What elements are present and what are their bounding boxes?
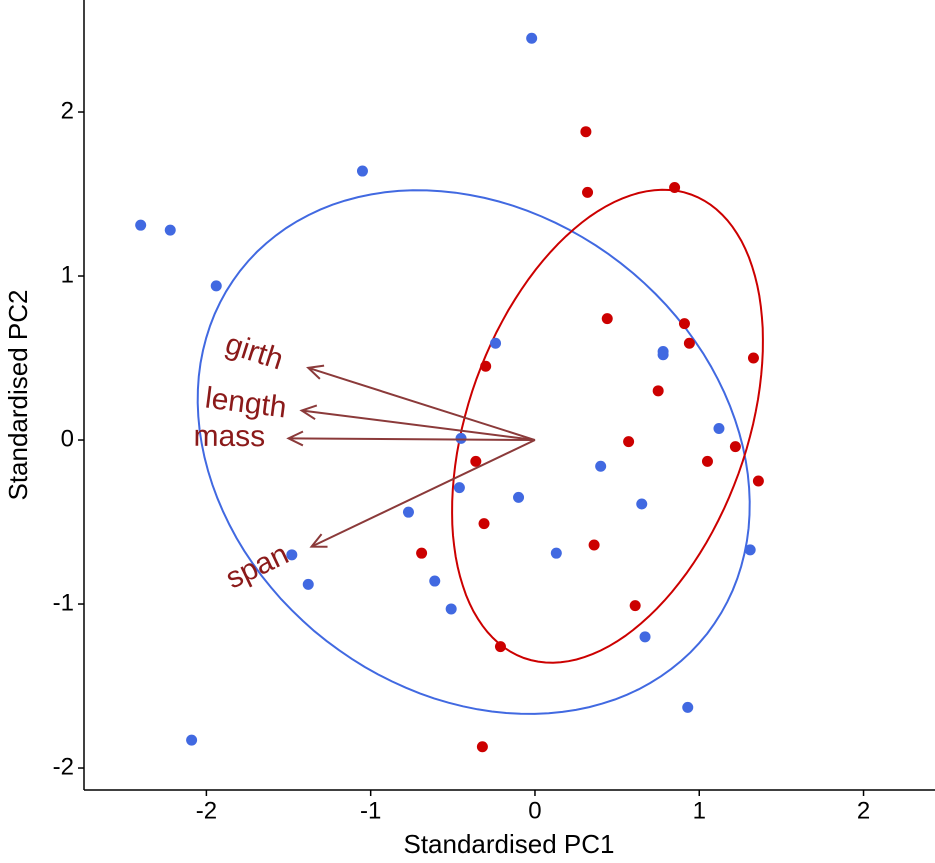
arrow-head	[309, 533, 328, 548]
x-tick-label: 2	[857, 797, 870, 824]
point	[455, 432, 467, 444]
point	[747, 352, 759, 364]
point	[652, 385, 664, 397]
x-tick-label: -1	[360, 797, 381, 824]
arrow-label: girth	[222, 327, 288, 376]
point	[582, 186, 594, 198]
arrow-label: length	[203, 382, 288, 425]
point	[669, 181, 681, 193]
point	[210, 280, 222, 292]
point	[623, 436, 635, 448]
point	[494, 641, 506, 653]
point	[744, 544, 756, 556]
point	[476, 741, 488, 753]
point	[701, 455, 713, 467]
point	[135, 219, 147, 231]
y-tick-label: -1	[53, 589, 74, 616]
arrow-head	[306, 364, 325, 380]
point	[356, 165, 368, 177]
point	[683, 337, 695, 349]
arrow-label: span	[221, 538, 294, 596]
loading-arrow	[288, 437, 535, 442]
x-tick-label: 0	[528, 797, 541, 824]
point	[601, 313, 613, 325]
y-tick-label: 0	[61, 425, 74, 452]
y-axis-title: Standardised PC2	[3, 289, 33, 500]
y-tick-label: 1	[61, 261, 74, 288]
point	[588, 539, 600, 551]
point	[580, 126, 592, 138]
point	[657, 349, 669, 361]
x-tick-label: 1	[693, 797, 706, 824]
point	[629, 600, 641, 612]
point	[713, 423, 725, 435]
point	[402, 506, 414, 518]
x-tick-label: -2	[196, 797, 217, 824]
point	[416, 547, 428, 559]
point	[550, 547, 562, 559]
loading-arrow	[301, 409, 536, 442]
loading-arrow	[311, 439, 536, 548]
ellipse	[451, 188, 764, 664]
point	[678, 318, 690, 330]
point	[286, 549, 298, 561]
point	[480, 360, 492, 372]
point	[526, 32, 538, 44]
point	[186, 734, 198, 746]
point	[752, 475, 764, 487]
point	[302, 578, 314, 590]
y-tick-label: 2	[61, 97, 74, 124]
point	[595, 460, 607, 472]
x-axis-title: Standardised PC1	[403, 829, 614, 859]
point	[429, 575, 441, 587]
point	[636, 498, 648, 510]
point	[445, 603, 457, 615]
arrow-label: mass	[193, 420, 265, 453]
point	[513, 491, 525, 503]
y-tick-label: -2	[53, 753, 74, 780]
point	[478, 518, 490, 530]
point	[470, 455, 482, 467]
arrow-head	[286, 430, 304, 447]
point	[164, 224, 176, 236]
point	[682, 701, 694, 713]
point	[639, 631, 651, 643]
point	[453, 482, 465, 494]
loading-arrow	[307, 366, 536, 441]
point	[729, 441, 741, 453]
arrow-head	[299, 404, 318, 421]
ellipse	[196, 189, 751, 715]
point	[490, 337, 502, 349]
